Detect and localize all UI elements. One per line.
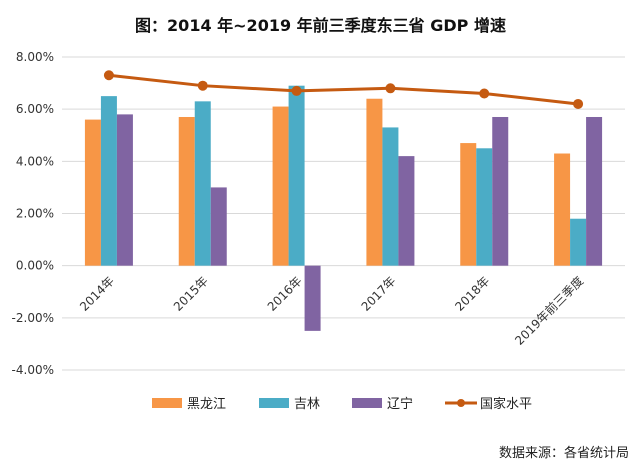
bar-吉林 xyxy=(100,96,117,266)
legend-swatch xyxy=(259,398,289,408)
bar-吉林 xyxy=(382,127,399,266)
y-tick-label: 4.00% xyxy=(16,154,54,168)
bar-黑龙江 xyxy=(272,106,289,266)
line-国家水平 xyxy=(108,73,579,106)
legend-label: 吉林 xyxy=(294,397,320,412)
y-tick-label: 0.00% xyxy=(16,259,54,273)
bar-黑龙江 xyxy=(554,153,571,266)
y-tick-label: 2.00% xyxy=(16,207,54,221)
x-tick-label: 2019年前三季度 xyxy=(512,273,587,348)
bar-辽宁 xyxy=(210,187,227,266)
point-国家水平 xyxy=(385,83,396,94)
chart-title: 图：2014 年~2019 年前三季度东三省 GDP 增速 xyxy=(135,16,506,35)
x-tick-label: 2015年 xyxy=(171,274,211,314)
bar-黑龙江 xyxy=(84,119,101,266)
point-国家水平 xyxy=(291,85,302,96)
bar-吉林 xyxy=(570,218,587,266)
bar-辽宁 xyxy=(398,156,415,266)
legend-swatch xyxy=(352,398,382,408)
y-tick-label: 6.00% xyxy=(16,102,54,116)
bar-吉林 xyxy=(194,101,211,266)
bar-黑龙江 xyxy=(178,116,195,266)
legend-label: 黑龙江 xyxy=(187,397,226,412)
y-tick-label: -2.00% xyxy=(12,311,54,325)
bar-辽宁 xyxy=(586,116,603,266)
bar-辽宁 xyxy=(492,116,509,266)
bar-辽宁 xyxy=(304,265,321,331)
legend-label: 国家水平 xyxy=(480,396,532,412)
x-tick-label: 2014年 xyxy=(77,274,117,314)
legend-marker xyxy=(457,399,465,407)
point-国家水平 xyxy=(573,98,584,109)
bar-黑龙江 xyxy=(460,143,477,266)
bar-吉林 xyxy=(476,148,493,266)
point-国家水平 xyxy=(197,80,208,91)
legend-label: 辽宁 xyxy=(387,396,413,412)
x-tick-label: 2016年 xyxy=(265,274,305,314)
point-国家水平 xyxy=(479,88,490,99)
y-tick-label: 8.00% xyxy=(16,50,54,64)
legend-swatch xyxy=(152,398,182,408)
point-国家水平 xyxy=(103,70,114,81)
x-tick-label: 2017年 xyxy=(359,274,399,314)
bar-辽宁 xyxy=(116,114,133,266)
data-source: 数据来源：各省统计局 xyxy=(498,446,629,461)
bar-黑龙江 xyxy=(366,98,383,266)
bar-吉林 xyxy=(288,85,305,266)
y-tick-label: -4.00% xyxy=(12,363,54,377)
x-tick-label: 2018年 xyxy=(452,274,492,314)
